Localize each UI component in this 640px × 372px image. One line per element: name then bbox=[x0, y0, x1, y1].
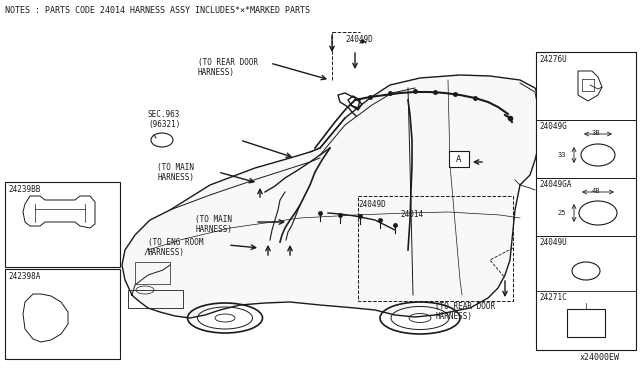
Text: 242398A: 242398A bbox=[8, 272, 40, 281]
Text: (TO REAR DOOR: (TO REAR DOOR bbox=[435, 302, 495, 311]
Text: 24276U: 24276U bbox=[539, 55, 567, 64]
Text: 3B: 3B bbox=[592, 130, 600, 136]
Bar bbox=[536, 236, 636, 291]
Text: (96321): (96321) bbox=[148, 120, 180, 129]
Text: 24049D: 24049D bbox=[358, 200, 386, 209]
FancyBboxPatch shape bbox=[449, 151, 469, 167]
Bar bbox=[567, 309, 605, 337]
Bar bbox=[536, 178, 636, 236]
Text: (TO MAIN: (TO MAIN bbox=[195, 215, 232, 224]
Bar bbox=[5, 182, 120, 267]
Text: (TO REAR DOOR: (TO REAR DOOR bbox=[198, 58, 258, 67]
Bar bbox=[135, 262, 170, 284]
Text: A: A bbox=[456, 152, 461, 161]
Text: HARNESS): HARNESS) bbox=[198, 68, 235, 77]
Text: (TO MAIN: (TO MAIN bbox=[157, 163, 194, 172]
Text: HARNESS): HARNESS) bbox=[157, 173, 194, 182]
Text: 33: 33 bbox=[557, 152, 566, 158]
Text: 24049G: 24049G bbox=[539, 122, 567, 131]
Text: HARNESS): HARNESS) bbox=[195, 225, 232, 234]
Bar bbox=[536, 52, 636, 120]
Text: NOTES : PARTS CODE 24014 HARNESS ASSY INCLUDES*×*MARKED PARTS: NOTES : PARTS CODE 24014 HARNESS ASSY IN… bbox=[5, 6, 310, 15]
Bar bbox=[128, 290, 183, 308]
Text: A: A bbox=[456, 154, 461, 164]
Bar bbox=[358, 196, 513, 301]
Text: HARNESS): HARNESS) bbox=[148, 248, 185, 257]
Bar bbox=[5, 269, 120, 359]
Text: SEC.963: SEC.963 bbox=[148, 110, 180, 119]
Text: x24000EW: x24000EW bbox=[580, 353, 620, 362]
Text: 24049D: 24049D bbox=[345, 35, 372, 44]
Text: 24049U: 24049U bbox=[539, 238, 567, 247]
Text: 24014: 24014 bbox=[400, 210, 423, 219]
Text: 24271C: 24271C bbox=[539, 293, 567, 302]
Text: 4B: 4B bbox=[592, 188, 600, 194]
Text: 24049GA: 24049GA bbox=[539, 180, 572, 189]
Bar bbox=[536, 52, 636, 350]
Bar bbox=[536, 120, 636, 178]
Polygon shape bbox=[122, 75, 542, 318]
Text: 24239BB: 24239BB bbox=[8, 185, 40, 194]
Text: (TO ENG ROOM: (TO ENG ROOM bbox=[148, 238, 204, 247]
Text: HARNESS): HARNESS) bbox=[435, 312, 472, 321]
Text: 25: 25 bbox=[557, 210, 566, 216]
